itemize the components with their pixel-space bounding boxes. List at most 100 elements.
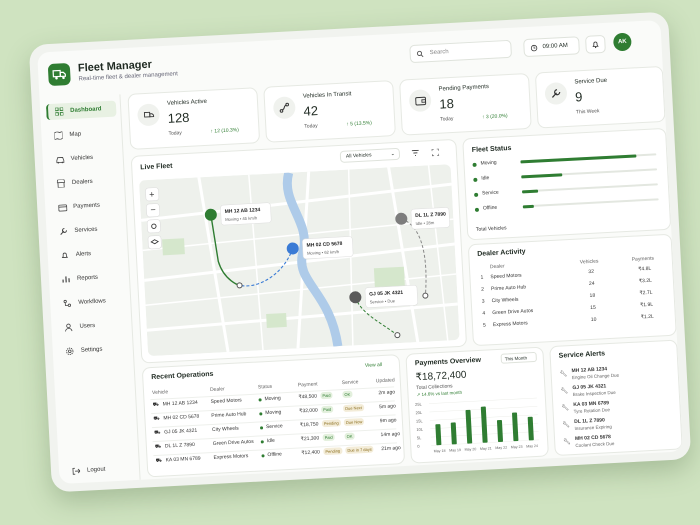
op-vehicle[interactable]: DL 1L Z 7890: [164, 441, 195, 450]
sidebar-item-settings[interactable]: Settings: [58, 340, 127, 360]
live-fleet-title: Live Fleet: [140, 162, 173, 172]
marker-status: Moving • 62 km/h: [307, 249, 340, 256]
grid-icon: [54, 106, 65, 117]
op-vehicle[interactable]: MH 12 AB 1234: [162, 399, 198, 408]
op-amount: ₹12,400: [301, 449, 321, 457]
alert-desc: Brake Inspection Due: [572, 389, 616, 398]
sidebar-item-label: Workflows: [78, 298, 106, 306]
wrench-icon: 🔧︎: [562, 422, 571, 429]
payments-total: ₹18,72,400: [415, 369, 467, 384]
payment-badge: Paid: [320, 391, 333, 400]
payment-bar: [435, 424, 442, 446]
dealer-payments: ₹2.7L: [639, 289, 653, 297]
stat-delta: ↑ 12 (10.3%): [210, 127, 239, 135]
search-input[interactable]: Search: [409, 39, 513, 64]
x-tick-label: May 20: [464, 447, 476, 452]
payment-badge: Pending: [323, 447, 343, 456]
stat-period: Today: [168, 130, 183, 137]
col-header-dealer: Dealer: [209, 386, 225, 394]
marker-status: Moving • 45 km/h: [225, 215, 258, 222]
stat-card-transit[interactable]: Vehicles In Transit 42 Today ↑ 5 (13.5%): [263, 80, 396, 143]
car-icon: ⛟: [153, 415, 160, 423]
dealer-vehicles: 15: [590, 304, 596, 312]
alert-desc: Coolant Check Due: [575, 440, 615, 448]
fleet-status-track: [522, 183, 658, 193]
x-tick-label: May 18: [434, 449, 446, 454]
stat-value: 128: [167, 109, 190, 126]
op-dealer: Speed Motors: [210, 397, 242, 406]
plus-icon: +: [149, 189, 155, 199]
fleet-map[interactable]: MH 12 AB 1234 Moving • 45 km/h MH 02 CD …: [139, 164, 460, 356]
stat-period: This Week: [575, 108, 600, 116]
clock-icon: [530, 44, 538, 51]
dealer-name[interactable]: Express Motors: [492, 320, 528, 329]
stat-value: 9: [574, 89, 583, 105]
filter-button[interactable]: [408, 147, 423, 160]
col-header-dealer: Dealer: [489, 263, 505, 271]
map-icon: [53, 130, 64, 141]
dealer-name[interactable]: Prime Auto Hub: [490, 284, 527, 293]
vehicle-marker-2: [286, 242, 299, 255]
op-vehicle[interactable]: GJ 05 JK 4321: [164, 427, 198, 436]
avatar[interactable]: AK: [612, 32, 632, 52]
op-vehicle[interactable]: KA 03 MN 6789: [165, 455, 201, 464]
sidebar-item-alerts[interactable]: Alerts: [53, 244, 122, 264]
sidebar-item-users[interactable]: Users: [57, 316, 126, 336]
sidebar-item-workflows[interactable]: Workflows: [56, 292, 125, 312]
map-controls: + −: [145, 187, 162, 250]
dealer-payments: ₹3.2L: [638, 277, 652, 285]
y-tick-label: 20L: [415, 410, 423, 415]
search-icon: [416, 50, 424, 57]
notifications-button[interactable]: [585, 34, 606, 54]
op-updated: 9m ago: [379, 417, 397, 425]
dealer-name[interactable]: Green Drive Autos: [492, 308, 534, 317]
range-select[interactable]: This Month: [500, 351, 537, 364]
logout-icon: [71, 466, 82, 477]
vehicle-marker-1: [204, 208, 217, 221]
op-updated: 2m ago: [378, 389, 396, 397]
fullscreen-button[interactable]: [428, 146, 443, 159]
sidebar-item-dealers[interactable]: Dealers: [50, 173, 119, 193]
dealer-name[interactable]: Speed Motors: [490, 272, 522, 281]
fleet-status-bar: [522, 204, 534, 208]
sidebar-item-vehicles[interactable]: Vehicles: [48, 149, 117, 169]
sidebar-item-reports[interactable]: Reports: [55, 268, 124, 288]
alert-desc: Engine Oil Change Due: [571, 372, 620, 381]
vehicle-filter-select[interactable]: All Vehicles ⌄: [339, 147, 401, 163]
marker-plate: MH 12 AB 1234: [225, 207, 261, 215]
y-tick-label: 25L: [415, 401, 423, 406]
location-pin-icon: [151, 223, 157, 229]
sidebar-item-map[interactable]: Map: [47, 125, 116, 145]
op-vehicle[interactable]: MH 02 CD 5678: [163, 413, 200, 422]
fleet-status-label: Moving: [480, 159, 497, 167]
dealer-rank: 3: [481, 298, 485, 305]
fleet-status-label: Service: [481, 189, 499, 197]
filter-icon: [411, 149, 419, 156]
sidebar-item-dashboard[interactable]: Dashboard: [45, 100, 117, 121]
status-dot: [258, 397, 262, 402]
y-tick-label: 0: [417, 444, 420, 449]
payment-bar: [496, 420, 504, 442]
stat-card-active[interactable]: Vehicles Active 128 Today ↑ 12 (10.3%): [127, 87, 261, 150]
sidebar-item-payments[interactable]: Payments: [51, 197, 120, 217]
stat-card-service[interactable]: Service Due 9 This Week: [534, 65, 666, 129]
view-all-link[interactable]: View all: [364, 362, 383, 369]
col-header-vehicles: Vehicles: [579, 258, 599, 266]
sidebar-item-label: Users: [79, 322, 96, 330]
search-placeholder: Search: [429, 49, 449, 57]
logout-button[interactable]: Logout: [65, 460, 134, 480]
stat-card-payments[interactable]: Pending Payments 18 Today ↑ 3 (20.0%): [399, 72, 532, 136]
status-dot: [474, 207, 480, 212]
op-dealer: Express Motors: [213, 453, 249, 461]
marker-plate: GJ 05 JK 4321: [369, 290, 403, 298]
x-tick-label: May 22: [495, 446, 507, 451]
sidebar-item-services[interactable]: Services: [52, 221, 121, 241]
route-icon: [272, 96, 296, 120]
store-icon: [56, 178, 67, 189]
dealer-name[interactable]: City Wheels: [491, 296, 519, 305]
op-amount: ₹18,750: [299, 421, 319, 429]
op-updated: 5m ago: [378, 403, 396, 411]
status-dot: [259, 425, 264, 429]
stat-delta: ↑ 5 (13.5%): [346, 120, 373, 128]
